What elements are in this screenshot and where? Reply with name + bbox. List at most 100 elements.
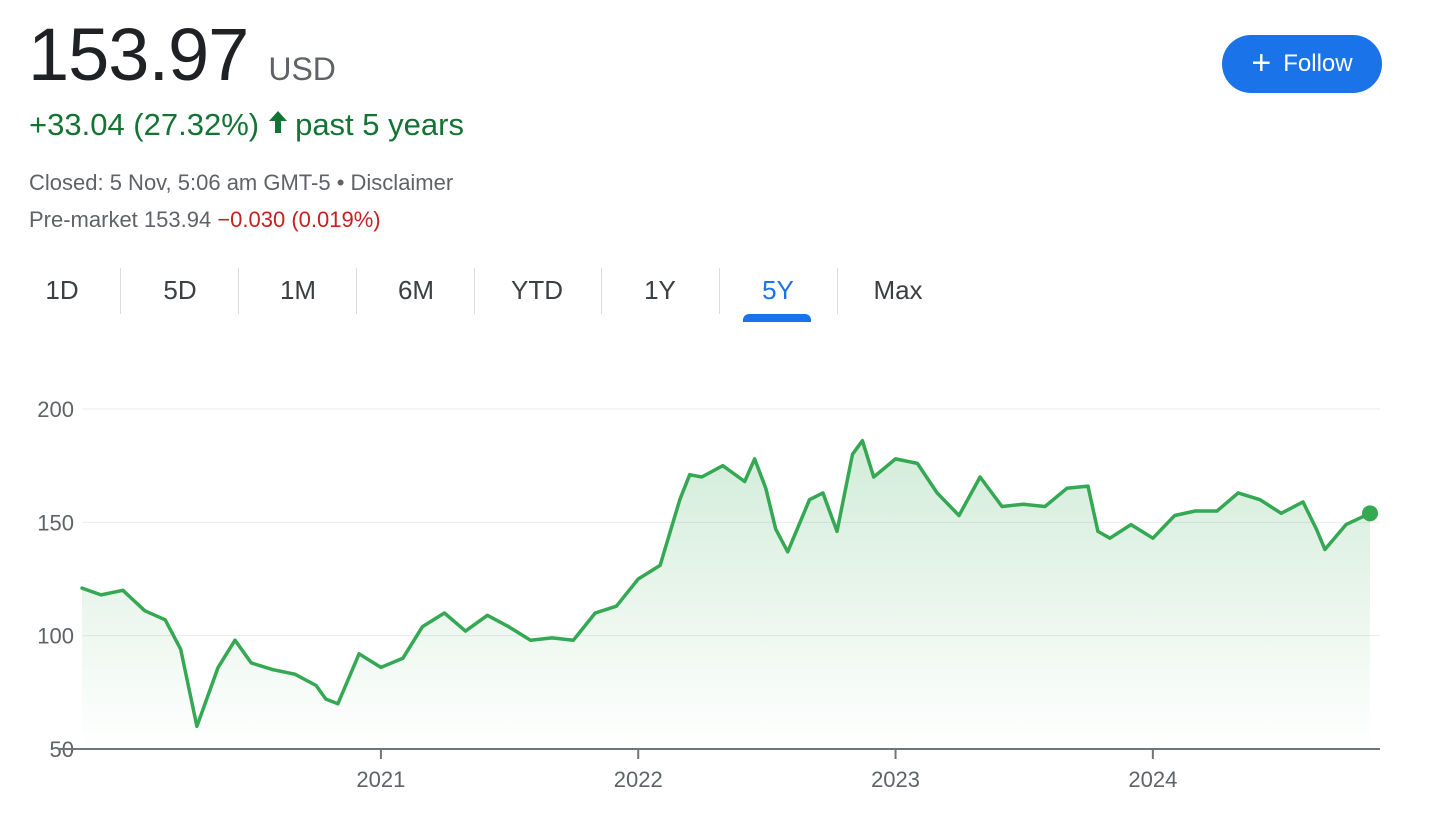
follow-label: Follow — [1283, 50, 1353, 77]
premarket-price: Pre-market 153.94 — [29, 207, 212, 232]
premarket-change: −0.030 (0.019%) — [217, 207, 381, 232]
data-point — [357, 652, 361, 656]
tab-5d[interactable]: 5D — [163, 274, 197, 305]
data-point — [507, 625, 510, 629]
tab-1y[interactable]: 1Y — [644, 274, 676, 305]
data-point — [774, 527, 778, 531]
tab-6m[interactable]: 6M — [397, 274, 435, 305]
x-tick-label: 2023 — [871, 767, 920, 792]
data-point — [978, 475, 982, 479]
tab-5y[interactable]: 5Y — [762, 274, 794, 305]
data-point — [872, 475, 876, 479]
data-point — [786, 550, 790, 554]
data-point — [700, 475, 704, 479]
data-point — [678, 498, 682, 502]
tab-divider — [719, 268, 720, 314]
data-point — [1344, 523, 1348, 527]
data-point — [1086, 484, 1090, 488]
premarket-row: Pre-market 153.94 −0.030 (0.019%) — [29, 207, 381, 233]
data-point — [753, 457, 757, 461]
x-tick-label: 2021 — [356, 767, 405, 792]
data-point — [743, 480, 747, 483]
change-period: past 5 years — [295, 107, 464, 142]
data-point — [1323, 548, 1327, 551]
data-point — [915, 461, 919, 465]
price-area — [82, 440, 1370, 749]
y-tick-label: 100 — [37, 624, 74, 649]
tab-divider — [238, 268, 239, 314]
data-point — [935, 491, 939, 495]
data-point — [894, 457, 897, 461]
data-point — [1279, 511, 1283, 515]
data-point — [314, 684, 318, 687]
data-point — [195, 724, 199, 728]
data-point — [1314, 527, 1318, 531]
data-point — [179, 647, 183, 651]
data-point — [593, 611, 597, 615]
active-tab-indicator — [743, 314, 811, 322]
tab-divider — [837, 268, 838, 314]
data-point — [442, 611, 446, 615]
market-status: Closed: 5 Nov, 5:06 am GMT-5 • Disclaime… — [29, 170, 454, 195]
data-point — [1043, 505, 1047, 508]
data-point — [688, 473, 692, 477]
data-point — [1215, 509, 1219, 513]
data-point — [1129, 523, 1133, 527]
data-point — [764, 486, 768, 490]
data-point — [216, 665, 220, 669]
data-point — [1258, 498, 1262, 502]
data-point — [636, 577, 640, 581]
data-point — [1000, 505, 1004, 508]
data-point — [485, 613, 489, 617]
data-point — [1108, 536, 1112, 540]
follow-button[interactable]: + Follow — [1222, 35, 1382, 93]
data-point — [550, 636, 554, 640]
data-point — [835, 529, 839, 533]
data-point — [1021, 502, 1025, 506]
data-point — [808, 498, 811, 502]
data-point — [571, 638, 575, 642]
x-tick-label: 2024 — [1128, 767, 1177, 792]
tab-max[interactable]: Max — [873, 274, 923, 305]
chart-points — [80, 439, 1372, 728]
data-point — [271, 668, 275, 672]
data-point — [324, 697, 328, 701]
data-point — [1301, 500, 1305, 504]
data-point — [249, 661, 253, 665]
stock-price: 153.97 — [28, 13, 249, 96]
data-point — [143, 609, 147, 613]
tab-ytd[interactable]: YTD — [511, 274, 563, 305]
tab-1m[interactable]: 1M — [279, 274, 317, 305]
price-change: +33.04 (27.32%) — [29, 107, 260, 142]
y-tick-label: 150 — [37, 510, 74, 535]
data-point — [528, 638, 532, 642]
data-point — [851, 452, 854, 456]
data-point — [121, 588, 125, 592]
x-tick-label: 2022 — [614, 767, 663, 792]
data-point — [614, 604, 618, 608]
tab-divider — [356, 268, 357, 314]
data-point — [293, 672, 297, 676]
data-point — [464, 629, 467, 633]
data-point — [336, 702, 340, 706]
data-point — [421, 625, 424, 629]
current-price-dot — [1362, 505, 1378, 522]
data-point — [721, 464, 725, 468]
data-point — [163, 618, 167, 622]
tab-divider — [474, 268, 475, 314]
tab-1d[interactable]: 1D — [45, 274, 79, 305]
plus-icon: + — [1251, 43, 1272, 82]
data-point — [658, 563, 662, 567]
data-point — [1065, 486, 1069, 490]
data-point — [379, 665, 383, 669]
price-header: 153.97 USD — [28, 12, 336, 98]
data-point — [1096, 529, 1100, 533]
y-tick-label: 200 — [37, 397, 74, 422]
data-point — [80, 586, 84, 590]
currency: USD — [268, 51, 336, 87]
data-point — [957, 514, 961, 517]
price-line — [80, 438, 1372, 729]
data-point — [233, 638, 237, 642]
